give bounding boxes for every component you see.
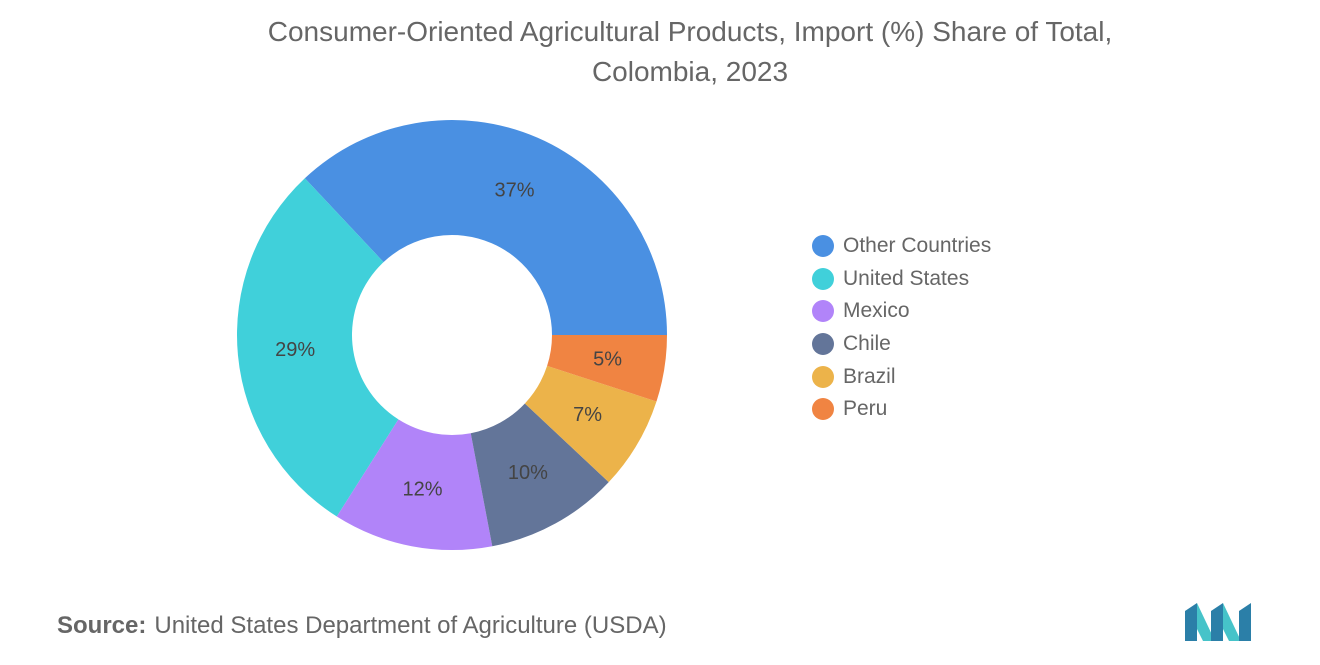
data-label-other-countries: 37%: [495, 179, 535, 201]
source-note: Source: United States Department of Agric…: [57, 612, 667, 640]
donut-slice-united-states: [236, 178, 399, 517]
legend-label: United States: [843, 266, 970, 290]
legend-swatch: [812, 398, 834, 421]
legend-swatch: [812, 267, 834, 290]
data-label-brazil: 7%: [573, 404, 602, 426]
chart-title-line1: Consumer-Oriented Agricultural Products,…: [267, 16, 1113, 47]
legend-item-brazil: Brazil: [812, 360, 991, 393]
legend-item-other-countries: Other Countries: [812, 230, 991, 263]
legend-label: Brazil: [843, 364, 896, 388]
mordor-intelligence-logo-icon: [1185, 603, 1251, 641]
donut-slice-chile: [470, 403, 609, 547]
data-label-united-states: 29%: [275, 339, 315, 361]
chart-title: Consumer-Oriented Agricultural Products,…: [150, 12, 1230, 92]
data-label-chile: 10%: [508, 462, 548, 484]
legend-item-peru: Peru: [812, 393, 991, 426]
legend-item-mexico: Mexico: [812, 295, 991, 328]
chart-legend: Other Countries United States Mexico Chile B…: [812, 230, 991, 426]
source-text: United States Department of Agriculture …: [154, 612, 667, 639]
legend-swatch: [812, 235, 834, 258]
donut-slice-other-countries: [304, 119, 667, 335]
source-label: Source:: [57, 612, 147, 639]
legend-item-chile: Chile: [812, 328, 991, 361]
donut-slice-brazil: [524, 365, 657, 483]
legend-label: Mexico: [843, 299, 910, 323]
data-label-mexico: 12%: [402, 479, 442, 501]
legend-label: Peru: [843, 397, 888, 421]
chart-title-line2: Colombia, 2023: [591, 56, 789, 87]
legend-item-united-states: United States: [812, 263, 991, 296]
legend-label: Other Countries: [843, 234, 992, 258]
donut-slice-mexico: [336, 419, 493, 550]
data-label-peru: 5%: [593, 349, 622, 371]
legend-swatch: [812, 333, 834, 356]
donut-slice-peru: [547, 335, 667, 402]
legend-swatch: [812, 300, 834, 323]
legend-swatch: [812, 365, 834, 388]
legend-label: Chile: [843, 332, 891, 356]
